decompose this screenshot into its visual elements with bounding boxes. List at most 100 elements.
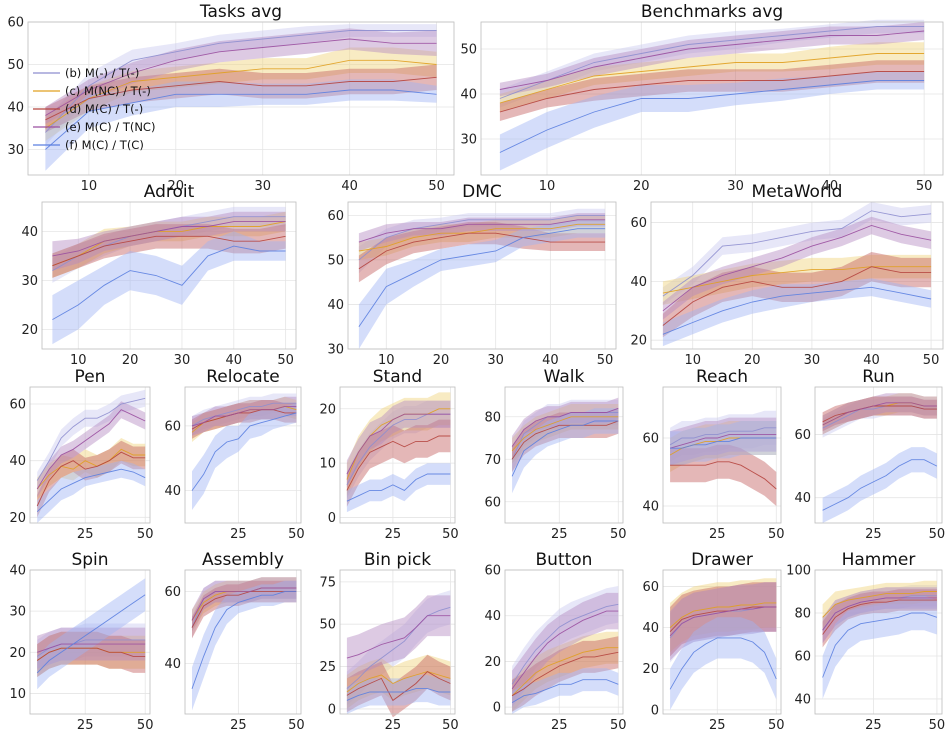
band-2 [512, 631, 619, 712]
x-tick-label: 50 [137, 718, 154, 732]
series-line-4 [822, 597, 937, 631]
series-line-5 [45, 89, 437, 150]
series-line-4 [191, 587, 297, 621]
band-1 [512, 399, 619, 472]
x-tick-label: 30 [487, 353, 504, 368]
plot-frame [480, 21, 944, 176]
x-tick-label: 50 [610, 527, 627, 542]
x-tick-label: 25 [865, 718, 882, 732]
band-4 [822, 393, 937, 435]
y-tick-label: 60 [484, 564, 501, 579]
series-line-4 [511, 610, 619, 690]
series-line-4 [346, 413, 451, 475]
chart-title: Reach [696, 367, 748, 387]
band-4 [192, 577, 297, 632]
y-tick-label: 25 [319, 660, 336, 675]
series-line-2 [662, 266, 932, 294]
y-tick-label: 80 [484, 410, 501, 425]
series-line-3 [191, 409, 297, 430]
y-tick-label: 10 [9, 687, 26, 702]
x-tick-label: 20 [122, 353, 139, 368]
plot-frame [814, 386, 943, 524]
series-line-4 [822, 402, 937, 426]
y-tick-label: 30 [21, 274, 38, 289]
chart-title: Assembly [202, 550, 284, 570]
y-tick-label: 60 [794, 428, 811, 443]
chart-title: Walk [544, 367, 585, 387]
legend-label-3: (d) M(C) / T(-) [65, 102, 143, 116]
legend-label-4: (e) M(C) / T(NC) [65, 120, 155, 134]
band-5 [192, 580, 297, 711]
band-2 [512, 404, 619, 464]
series-line-5 [662, 286, 932, 335]
x-tick-label: 20 [168, 179, 185, 194]
y-tick-label: 60 [164, 419, 181, 434]
band-5 [670, 617, 777, 710]
series-line-2 [669, 602, 777, 628]
x-tick-label: 50 [916, 179, 933, 194]
band-1 [346, 400, 451, 499]
band-4 [358, 213, 606, 251]
y-tick-label: 50 [327, 253, 344, 268]
panel-button: 25 50 0 20 40 60 Button [484, 550, 626, 733]
chart-title: Button [536, 550, 593, 570]
band-3 [670, 444, 777, 506]
plot-frame [29, 386, 151, 524]
series-line-5 [670, 437, 777, 449]
panel-stand: 25 50 0 10 20 Stand [319, 367, 458, 542]
panel-spin: 25 50 10 20 30 40 Spin [9, 550, 154, 733]
series-line-5 [36, 468, 146, 513]
band-4 [499, 22, 925, 97]
band-3 [358, 222, 606, 283]
chart-title: Benchmarks avg [641, 2, 783, 22]
series-line-3 [669, 606, 777, 633]
plot-frame [27, 21, 455, 176]
band-1 [45, 24, 437, 146]
x-tick-label: 50 [137, 527, 154, 542]
band-3 [52, 224, 286, 278]
legend: (b) M(-) / T(-) (c) M(NC) / T(-) (d) M(C) … [33, 66, 155, 152]
band-5 [499, 71, 925, 171]
y-tick-label: 60 [9, 398, 26, 413]
band-2 [358, 215, 606, 260]
band-1 [670, 582, 777, 663]
panel-adroit: 10 20 30 40 50 20 30 40 Adroit [21, 182, 297, 368]
series-line-3 [346, 671, 451, 702]
chart-title: MetaWorld [752, 182, 843, 202]
y-tick-label: 50 [7, 58, 24, 73]
chart-title: Relocate [206, 367, 280, 387]
band-2 [822, 580, 937, 631]
panel-drawer: 25 50 0 20 40 60 Drawer [642, 550, 784, 733]
y-tick-label: 0 [493, 701, 501, 716]
band-5 [822, 595, 937, 699]
panel-metaworld: 10 20 30 40 50 20 40 60 MetaWorld [630, 182, 944, 368]
y-tick-label: 60 [164, 585, 181, 600]
band-5 [52, 231, 286, 345]
y-tick-label: 30 [7, 143, 24, 158]
panel-hammer: 25 50 40 60 80 100 Hammer [786, 550, 945, 733]
series-line-1 [358, 214, 606, 261]
series-line-2 [358, 223, 606, 252]
x-tick-label: 40 [542, 353, 559, 368]
y-tick-label: 60 [642, 580, 659, 595]
plot-frame [29, 569, 151, 715]
series-line-5 [822, 459, 938, 511]
band-3 [37, 631, 146, 677]
series-line-2 [511, 416, 619, 452]
x-tick-label: 50 [277, 353, 294, 368]
band-2 [37, 631, 146, 677]
series-line-3 [662, 266, 932, 326]
series-line-5 [822, 612, 938, 678]
y-tick-label: 20 [630, 334, 647, 349]
series-line-5 [191, 591, 297, 689]
plot-frame [662, 386, 782, 524]
y-tick-label: 40 [9, 454, 26, 469]
x-tick-label: 25 [230, 527, 247, 542]
y-tick-label: 60 [484, 495, 501, 510]
x-tick-label: 25 [551, 718, 568, 732]
series-line-5 [191, 412, 297, 491]
x-tick-label: 25 [230, 718, 247, 732]
band-5 [45, 79, 437, 171]
band-5 [346, 675, 451, 714]
x-tick-label: 20 [633, 179, 650, 194]
